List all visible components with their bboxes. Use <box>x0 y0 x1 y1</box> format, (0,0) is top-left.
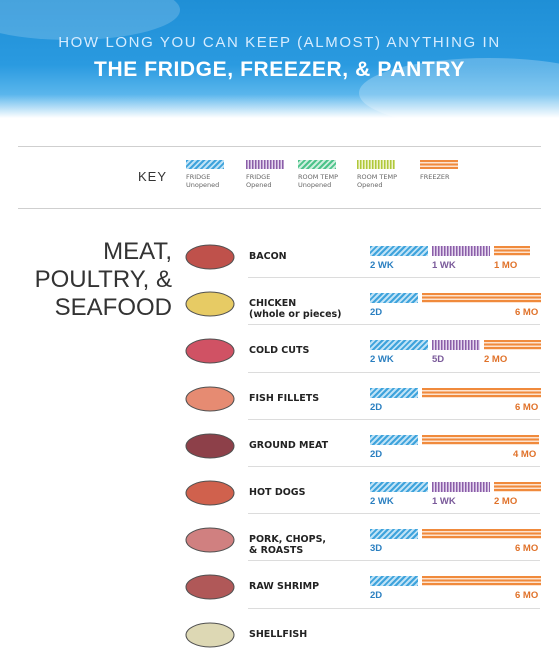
bar-label: 2 WK <box>370 260 394 271</box>
key-label: KEY <box>138 169 168 184</box>
food-name: GROUND MEAT <box>249 439 329 451</box>
row-divider <box>248 513 540 515</box>
key-top-rule <box>18 146 541 147</box>
section-title: MEAT, POULTRY, & SEAFOOD <box>34 238 172 321</box>
storage-bar <box>422 293 541 304</box>
row-divider <box>248 607 540 609</box>
storage-bar <box>370 576 418 587</box>
bar-label: 2D <box>370 307 383 319</box>
storage-bar <box>422 576 541 587</box>
food-icon <box>185 244 235 270</box>
key-item-label: ROOM TEMP Opened <box>357 173 398 189</box>
storage-bar <box>494 482 541 492</box>
bar-label: 1 WK <box>432 260 456 271</box>
bar-label: 1 WK <box>432 496 456 507</box>
food-name: SHELLFISH <box>249 628 308 640</box>
key-swatch <box>420 160 458 169</box>
food-name: PORK, CHOPS, & ROASTS <box>249 534 327 557</box>
bar-label: 2 WK <box>370 354 394 366</box>
storage-bar <box>370 340 428 351</box>
storage-bar <box>370 434 418 445</box>
storage-bar <box>432 340 480 351</box>
bar-label: 6 MO <box>515 307 539 319</box>
key-item: ROOM TEMP Opened <box>357 160 417 189</box>
storage-bar <box>422 387 541 398</box>
food-icon <box>185 527 235 553</box>
row-divider <box>248 277 540 279</box>
food-icon <box>185 480 235 506</box>
bar-label: 4 MO <box>513 448 537 460</box>
key-swatch <box>357 160 395 169</box>
food-name: COLD CUTS <box>249 345 310 357</box>
food-name: BACON <box>249 251 287 262</box>
food-icon <box>185 433 235 459</box>
storage-bar <box>370 293 418 304</box>
row-divider <box>248 560 540 562</box>
key-swatch <box>298 160 336 169</box>
key-item: FRIDGE Unopened <box>186 160 246 189</box>
bar-label: 1 MO <box>494 260 518 271</box>
storage-bar <box>432 482 490 492</box>
key-item-label: FRIDGE Unopened <box>186 173 220 189</box>
food-icon <box>185 386 235 412</box>
bar-label: 2 MO <box>484 354 508 366</box>
bar-label: 2D <box>370 401 383 413</box>
food-icon <box>185 338 235 364</box>
storage-bar <box>370 246 428 256</box>
title-top: HOW LONG YOU CAN KEEP (ALMOST) ANYTHING … <box>58 34 501 51</box>
key-item-label: FREEZER <box>420 173 450 181</box>
key-swatch <box>246 160 284 169</box>
food-name: RAW SHRIMP <box>249 581 320 593</box>
key-item: FRIDGE Opened <box>246 160 306 189</box>
storage-bar <box>370 482 428 492</box>
bar-label: 2 MO <box>494 496 518 507</box>
bar-label: 6 MO <box>515 590 539 602</box>
key-swatch <box>186 160 224 169</box>
storage-bar <box>432 246 490 256</box>
key-item-label: FRIDGE Opened <box>246 173 272 189</box>
page-title: THE FRIDGE, FREEZER, & PANTRY <box>94 58 465 81</box>
row-divider <box>248 371 540 373</box>
bar-label: 6 MO <box>515 401 539 413</box>
bar-label: 3D <box>370 543 383 555</box>
storage-bar <box>494 246 530 256</box>
food-icon <box>185 291 235 317</box>
food-name: HOT DOGS <box>249 487 306 498</box>
storage-bar <box>370 529 418 540</box>
header-banner: HOW LONG YOU CAN KEEP (ALMOST) ANYTHING … <box>0 0 559 118</box>
bar-label: 6 MO <box>515 543 539 555</box>
key-item: FREEZER <box>420 160 480 181</box>
row-divider <box>248 324 540 326</box>
row-divider <box>248 466 540 467</box>
bar-label: 2D <box>370 448 383 460</box>
food-name: CHICKEN (whole or pieces) <box>249 298 342 321</box>
bar-label: 2D <box>370 590 383 602</box>
key-item: ROOM TEMP Unopened <box>298 160 358 189</box>
storage-bar <box>370 387 418 398</box>
food-icon <box>185 574 235 600</box>
key-bottom-rule <box>18 208 541 209</box>
key-item-label: ROOM TEMP Unopened <box>298 173 339 189</box>
storage-bar <box>484 340 541 351</box>
bar-label: 5D <box>432 354 445 366</box>
food-name: FISH FILLETS <box>249 392 320 404</box>
storage-bar <box>422 434 539 445</box>
row-divider <box>248 418 540 420</box>
storage-bar <box>422 529 541 540</box>
bar-label: 2 WK <box>370 496 394 507</box>
